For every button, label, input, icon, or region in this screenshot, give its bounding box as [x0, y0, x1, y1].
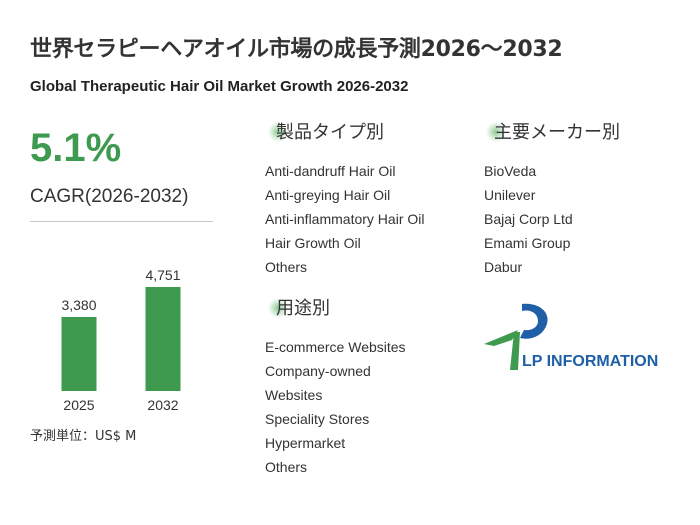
application-list-item: Company-owned — [265, 363, 371, 379]
section-title-type: 製品タイプ別 — [268, 118, 384, 144]
type-list-item: Others — [265, 259, 308, 275]
bullet-dot-icon — [486, 122, 506, 142]
manufacturer-list-item: BioVeda — [484, 163, 537, 179]
section-title-application: 用途別 — [268, 294, 330, 320]
type-list: Anti-dandruff Hair Oil Anti-greying Hair … — [265, 159, 424, 279]
page-subtitle: Global Therapeutic Hair Oil Market Growt… — [30, 78, 409, 95]
type-list-item: Anti-greying Hair Oil — [265, 187, 391, 203]
manufacturer-list-item: Dabur — [484, 259, 523, 275]
x-tick-2032: 2032 — [147, 397, 178, 413]
logo-stem — [510, 332, 520, 370]
logo-text: LP INFORMATION — [522, 353, 658, 370]
cagr-label: CAGR(2026-2032) — [30, 186, 189, 207]
application-list: E-commerce Websites Company-owned Websites… — [265, 335, 406, 479]
logo-swoosh-blue — [520, 303, 548, 339]
section-title-type-label: 製品タイプ別 — [276, 122, 384, 143]
logo-swoosh-green — [484, 330, 518, 346]
application-list-item: Others — [265, 459, 308, 475]
application-list-item: E-commerce Websites — [265, 339, 406, 355]
bullet-dot-icon — [268, 122, 288, 142]
x-tick-2025: 2025 — [63, 397, 94, 413]
bar-2025 — [61, 317, 97, 391]
type-list-item: Anti-inflammatory Hair Oil — [265, 211, 425, 227]
manufacturer-list-item: Emami Group — [484, 235, 571, 251]
bar-2032 — [145, 287, 181, 391]
application-list-item: Speciality Stores — [265, 411, 370, 427]
section-title-manufacturers-label: 主要メーカー別 — [494, 122, 620, 143]
data-label-2025: 3,380 — [61, 297, 96, 313]
section-title-application-label: 用途別 — [276, 298, 330, 319]
application-list-item: Websites — [265, 387, 323, 403]
manufacturer-list-item: Unilever — [484, 187, 536, 203]
cagr-divider — [30, 221, 213, 222]
manufacturer-list: BioVeda Unilever Bajaj Corp Ltd Emami Group… — [484, 159, 573, 279]
section-title-manufacturers: 主要メーカー別 — [486, 118, 620, 144]
page-title: 世界セラピーヘアオイル市場の成長予測2026～2032 — [30, 37, 563, 62]
data-label-2032: 4,751 — [145, 267, 180, 283]
type-list-item: Hair Growth Oil — [265, 235, 361, 251]
cagr-value: 5.1% — [30, 126, 122, 170]
application-list-item: Hypermarket — [265, 435, 346, 451]
bullet-dot-icon — [268, 298, 288, 318]
lp-information-logo: LP INFORMATION — [484, 303, 658, 370]
manufacturer-list-item: Bajaj Corp Ltd — [484, 211, 573, 227]
unit-label: 予測単位：US$ M — [30, 429, 137, 444]
type-list-item: Anti-dandruff Hair Oil — [265, 163, 396, 179]
